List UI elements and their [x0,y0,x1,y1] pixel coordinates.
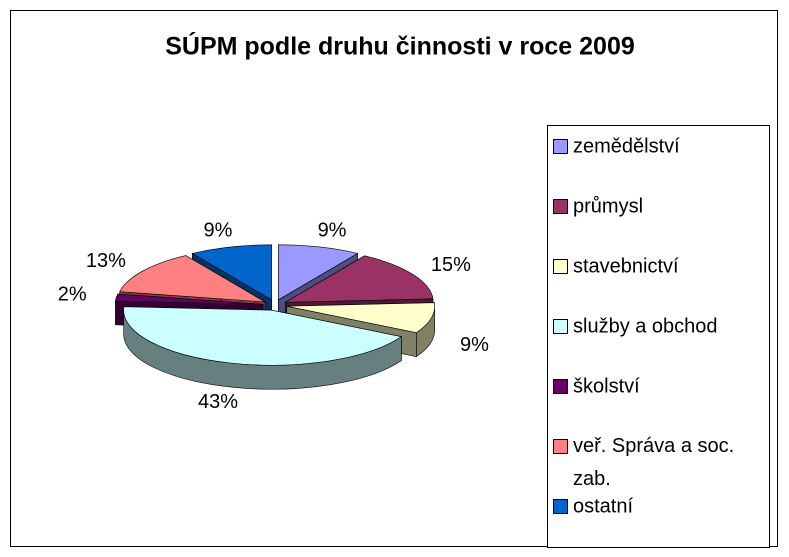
legend-label: zemědělství [573,135,680,157]
data-label: 13% [86,250,126,272]
legend-swatch [553,139,568,154]
legend-label: ostatní [573,495,633,517]
legend-swatch [553,319,568,334]
legend-label: veř. Správa a soc. zab. [573,435,734,490]
legend-swatch [553,379,568,394]
slice-top [278,244,359,301]
data-label: 9% [204,219,233,241]
data-label: 15% [431,254,471,276]
slice-top [284,255,434,303]
data-label: 2% [58,284,87,306]
legend-label: služby a obchod [573,315,718,337]
legend-box [547,125,770,548]
slice-top [286,302,436,333]
data-label: 9% [318,219,347,241]
legend-swatch [553,439,568,454]
legend-swatch [553,199,568,214]
legend-line: zab. [573,468,611,490]
legend-swatch [553,259,568,274]
legend-line: veř. Správa a soc. [573,435,734,457]
chart-title: SÚPM podle druhu činnosti v roce 2009 [165,31,635,61]
slice-top [115,293,264,305]
legend-swatch [553,499,568,514]
data-label: 43% [198,391,238,413]
data-label: 9% [460,334,489,356]
slice-top [191,244,272,301]
legend-label: stavebnictví [573,255,679,277]
legend-label: školství [573,375,640,397]
slice-top [119,255,266,303]
slice-top [123,306,403,366]
legend-label: průmysl [573,195,643,217]
